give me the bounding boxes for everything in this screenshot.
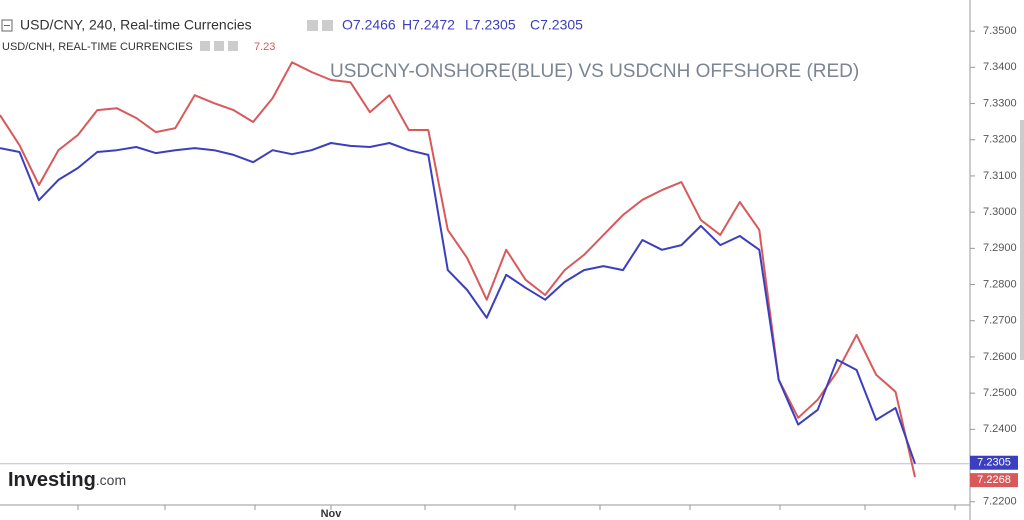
y-tick-label: 7.2200 [983, 496, 1017, 508]
y-tick-label: 7.3400 [983, 61, 1017, 73]
ohlc-low: L7.2305 [465, 17, 516, 33]
x-tick-label: Nov [321, 508, 343, 520]
collapse-icon[interactable] [1, 19, 13, 32]
y-tick-label: 7.3100 [983, 170, 1017, 182]
y-tick-label: 7.2600 [983, 351, 1017, 363]
series-2-header: USD/CNH, REAL-TIME CURRENCIES [2, 41, 193, 53]
y-tick-label: 7.3300 [983, 97, 1017, 109]
series-1-header: USD/CNY, 240, Real-time Currencies [20, 17, 252, 33]
series-2-value: 7.23 [254, 41, 275, 53]
ohlc-open: O7.2466 [342, 17, 396, 33]
y-tick-label: 7.2500 [983, 387, 1017, 399]
price-label-box [970, 455, 1018, 470]
y-tick-label: 7.2400 [983, 423, 1017, 435]
logo-suffix: .com [96, 472, 126, 488]
series-line [0, 142, 916, 465]
scrollbar[interactable] [1020, 120, 1024, 360]
y-tick-label: 7.2800 [983, 278, 1017, 290]
series-line [0, 61, 916, 478]
y-tick-label: 7.3200 [983, 134, 1017, 146]
price-label-box [970, 473, 1018, 488]
y-tick-label: 7.3000 [983, 206, 1017, 218]
chart-title: USDCNY-ONSHORE(BLUE) VS USDCNH OFFSHORE … [330, 61, 859, 82]
y-tick-label: 7.2700 [983, 315, 1017, 327]
y-tick-label: 7.3500 [983, 25, 1017, 37]
price-label: 7.2268 [977, 474, 1011, 486]
ohlc-close: C7.2305 [530, 17, 583, 33]
logo-brand: Investing [8, 469, 96, 491]
price-label: 7.2305 [977, 457, 1011, 469]
x-axis-ticks [77, 505, 956, 510]
y-tick-label: 7.2900 [983, 242, 1017, 254]
ohlc-high: H7.2472 [402, 17, 455, 33]
logo: Investing.com [8, 469, 126, 491]
header-icons[interactable] [200, 20, 333, 51]
